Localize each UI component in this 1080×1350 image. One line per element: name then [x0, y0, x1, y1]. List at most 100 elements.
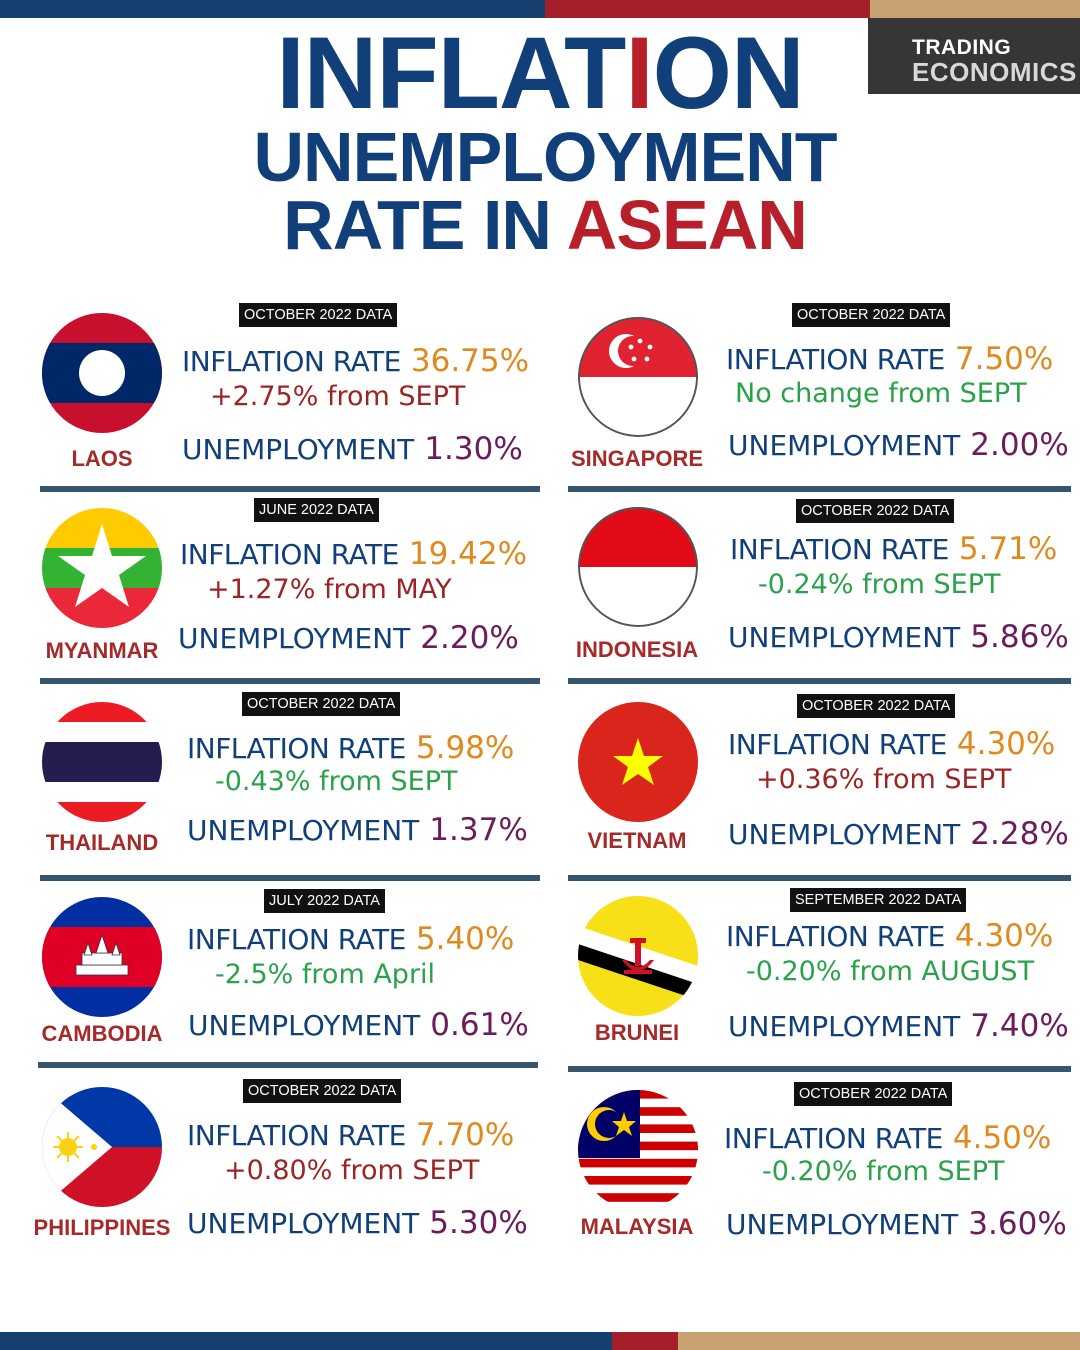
title-part1: INFLAT — [276, 16, 626, 130]
country-name: LAOS — [71, 446, 133, 471]
inflation-label: INFLATION RATE — [187, 732, 406, 765]
subtitle-prefix: RATE IN — [283, 186, 567, 264]
data-period-badge: SEPTEMBER 2022 DATA — [790, 888, 967, 912]
unemployment-row: UNEMPLOYMENT 5.86% — [728, 619, 1069, 655]
top-bar-red — [545, 0, 870, 18]
unemployment-label: UNEMPLOYMENT — [188, 1009, 421, 1042]
unemployment-row: UNEMPLOYMENT 1.37% — [187, 812, 528, 848]
inflation-row: INFLATION RATE 4.50% — [724, 1120, 1051, 1156]
inflation-change: -0.20% from AUGUST — [746, 956, 1035, 987]
country-card-brunei: SEPTEMBER 2022 DATA BRUNEI INFLATION RAT… — [556, 888, 1076, 1073]
inflation-row: INFLATION RATE 7.70% — [187, 1117, 514, 1153]
inflation-label: INFLATION RATE — [182, 345, 401, 378]
inflation-change: +0.36% from SEPT — [756, 764, 1012, 795]
inflation-row: INFLATION RATE 4.30% — [726, 918, 1053, 954]
inflation-value: 36.75% — [410, 343, 530, 379]
inflation-label: INFLATION RATE — [724, 1122, 943, 1155]
inflation-value: 4.50% — [952, 1120, 1052, 1156]
unemployment-label: UNEMPLOYMENT — [728, 1010, 961, 1043]
vietnam-flag-icon — [578, 702, 698, 822]
row-divider — [568, 1066, 1071, 1072]
thailand-flag-icon — [42, 702, 162, 822]
inflation-row: INFLATION RATE 19.42% — [180, 536, 527, 572]
inflation-row: INFLATION RATE 36.75% — [182, 343, 529, 379]
unemployment-row: UNEMPLOYMENT 7.40% — [728, 1008, 1069, 1044]
data-period-badge: JUNE 2022 DATA — [254, 498, 379, 522]
inflation-label: INFLATION RATE — [726, 343, 945, 376]
malaysia-flag-icon — [578, 1090, 698, 1210]
country-card-cambodia: JULY 2022 DATA CAMBODIA INFLATION RATE 5.… — [20, 889, 540, 1074]
inflation-value: 5.98% — [415, 730, 515, 766]
inflation-value: 7.50% — [954, 341, 1054, 377]
inflation-change: +1.27% from MAY — [207, 574, 452, 605]
unemployment-value: 5.30% — [429, 1205, 528, 1241]
inflation-change: +2.75% from SEPT — [210, 381, 466, 412]
bottom-bar-red — [612, 1332, 678, 1350]
title-part2: ON — [652, 16, 805, 130]
country-card-singapore: OCTOBER 2022 DATA SINGAPORE INFLATION RA… — [556, 303, 1076, 488]
singapore-flag-icon — [578, 317, 698, 437]
inflation-value: 4.30% — [954, 918, 1054, 954]
unemployment-value: 7.40% — [970, 1008, 1069, 1044]
row-divider — [568, 875, 1071, 881]
inflation-change: +0.80% from SEPT — [224, 1155, 480, 1186]
inflation-change: No change from SEPT — [735, 378, 1027, 409]
country-name: INDONESIA — [575, 637, 699, 662]
inflation-row: INFLATION RATE 4.30% — [728, 726, 1055, 762]
bottom-bar-tan — [678, 1332, 1080, 1350]
inflation-label: INFLATION RATE — [187, 1119, 406, 1152]
country-card-vietnam: OCTOBER 2022 DATA VIETNAM INFLATION RATE… — [556, 694, 1076, 879]
subtitle-line2: RATE IN ASEAN — [0, 190, 1080, 260]
unemployment-value: 1.30% — [424, 431, 523, 467]
unemployment-label: UNEMPLOYMENT — [187, 1207, 420, 1240]
unemployment-row: UNEMPLOYMENT 2.20% — [178, 620, 519, 656]
country-name: VIETNAM — [587, 828, 687, 853]
inflation-label: INFLATION RATE — [728, 728, 947, 761]
data-period-badge: OCTOBER 2022 DATA — [796, 499, 955, 523]
row-divider — [40, 678, 540, 684]
country-card-thailand: OCTOBER 2022 DATA THAILAND INFLATION RAT… — [20, 692, 540, 877]
data-period-badge: OCTOBER 2022 DATA — [243, 1079, 402, 1103]
subtitle-accent: ASEAN — [566, 186, 808, 264]
unemployment-row: UNEMPLOYMENT 5.30% — [187, 1205, 528, 1241]
row-divider — [40, 486, 540, 492]
top-bar-tan — [870, 0, 1080, 18]
inflation-value: 5.71% — [958, 531, 1058, 567]
unemployment-value: 2.20% — [420, 620, 519, 656]
inflation-value: 19.42% — [408, 536, 528, 572]
row-divider — [40, 875, 540, 881]
inflation-label: INFLATION RATE — [730, 533, 949, 566]
unemployment-value: 5.86% — [970, 619, 1069, 655]
cambodia-flag-icon — [42, 897, 162, 1017]
inflation-change: -0.24% from SEPT — [758, 569, 1001, 600]
unemployment-label: UNEMPLOYMENT — [182, 433, 415, 466]
unemployment-row: UNEMPLOYMENT 2.28% — [728, 816, 1069, 852]
inflation-value: 4.30% — [956, 726, 1056, 762]
logo-line1: TRADING — [912, 36, 1012, 59]
unemployment-label: UNEMPLOYMENT — [728, 429, 961, 462]
inflation-label: INFLATION RATE — [726, 920, 945, 953]
country-card-myanmar: JUNE 2022 DATA MYANMAR INFLATION RATE 19.… — [20, 498, 540, 683]
inflation-change: -0.43% from SEPT — [215, 766, 458, 797]
bottom-bar-navy — [0, 1332, 612, 1350]
data-period-badge: OCTOBER 2022 DATA — [794, 1082, 953, 1106]
unemployment-label: UNEMPLOYMENT — [187, 814, 420, 847]
inflation-label: INFLATION RATE — [180, 538, 399, 571]
country-card-philippines: OCTOBER 2022 DATA PHILIPPINES INFLATION … — [20, 1079, 540, 1264]
trading-economics-logo: TRADING ECONOMICS — [868, 18, 1080, 94]
country-card-malaysia: OCTOBER 2022 DATA MALAYSIA INFLATION RAT… — [556, 1082, 1076, 1267]
inflation-label: INFLATION RATE — [187, 923, 406, 956]
country-name: SINGAPORE — [570, 446, 704, 471]
philippines-flag-icon — [42, 1087, 162, 1207]
inflation-value: 5.40% — [415, 921, 515, 957]
country-name: PHILIPPINES — [33, 1215, 171, 1240]
country-card-indonesia: OCTOBER 2022 DATA INDONESIA INFLATION RA… — [556, 499, 1076, 684]
unemployment-label: UNEMPLOYMENT — [728, 818, 961, 851]
country-card-laos: OCTOBER 2022 DATA LAOS INFLATION RATE 36.… — [20, 303, 540, 488]
unemployment-value: 2.28% — [970, 816, 1069, 852]
unemployment-row: UNEMPLOYMENT 2.00% — [728, 427, 1069, 463]
inflation-change: -2.5% from April — [215, 959, 436, 990]
inflation-row: INFLATION RATE 5.98% — [187, 730, 514, 766]
brunei-flag-icon — [578, 896, 698, 1016]
unemployment-value: 1.37% — [429, 812, 528, 848]
